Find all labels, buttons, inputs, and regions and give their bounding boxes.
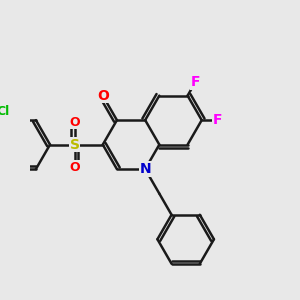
Text: F: F [212, 113, 222, 127]
Text: F: F [190, 75, 200, 89]
Text: S: S [70, 138, 80, 152]
Text: Cl: Cl [0, 105, 9, 118]
Text: N: N [140, 162, 151, 176]
Text: O: O [69, 161, 80, 174]
Text: O: O [97, 89, 109, 103]
Text: O: O [69, 116, 80, 128]
